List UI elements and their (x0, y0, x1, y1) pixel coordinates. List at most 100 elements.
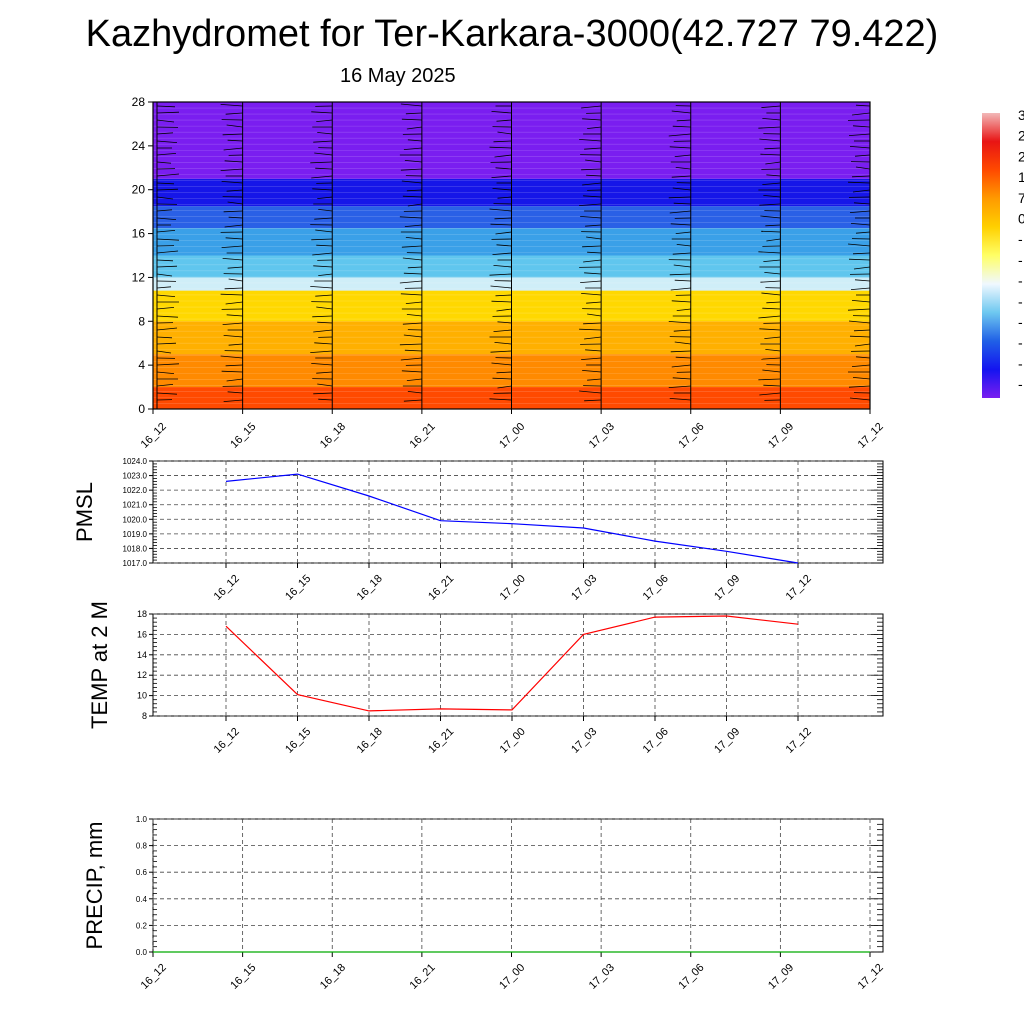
wind-barb (580, 216, 602, 219)
wind-barb (318, 209, 333, 212)
series-line (225, 473, 799, 564)
wind-barb (851, 112, 870, 116)
wind-barb (222, 133, 243, 136)
wind-barb (847, 243, 870, 247)
wind-barb (227, 139, 243, 142)
wind-barb (400, 168, 422, 171)
wind-barb (156, 384, 174, 387)
wind-barb (766, 174, 781, 177)
pmsl-panel: 1017.0 1018.0 1019.0 1020.0 1021.0 1022.0 1023… (72, 457, 884, 603)
wind-barb (490, 285, 512, 289)
wind-barb (156, 315, 179, 318)
wind-barb (489, 273, 512, 276)
wind-barb (220, 104, 243, 107)
wind-barb (586, 236, 602, 240)
x-tick-label: 17_00 (497, 962, 527, 992)
wind-barb (670, 287, 691, 291)
wind-barb (404, 160, 422, 163)
wind-barb (405, 112, 422, 115)
wind-barb (758, 126, 781, 129)
wind-barb (316, 244, 333, 247)
wind-barb (587, 126, 602, 129)
wind-barb (317, 321, 333, 324)
wind-barb (156, 259, 174, 262)
wind-barb (587, 313, 602, 317)
wind-barb (316, 119, 333, 122)
wind-barb (676, 244, 691, 247)
wind-barb (854, 279, 870, 282)
wind-barb (580, 280, 602, 283)
wind-barb (849, 335, 870, 338)
wind-barb (850, 223, 870, 226)
colorbar-label: - (1018, 335, 1023, 351)
cross-section-panel: 0 4 8 12 16 20 24 28 16_12 16_15 16_18 16_21 17_00 17… (132, 95, 886, 451)
wind-barb (765, 161, 781, 165)
wind-barb (223, 210, 243, 213)
wind-barb (669, 398, 691, 401)
colorbar-label: - (1018, 231, 1023, 247)
x-tick-label: 17_12 (856, 421, 886, 451)
wind-barb (407, 203, 422, 207)
wind-barb (587, 251, 602, 254)
wind-barb (318, 398, 333, 401)
wind-barb (493, 265, 512, 268)
wind-barb (763, 384, 781, 387)
y-tick-label: 0.6 (136, 868, 148, 877)
wind-barb (156, 294, 176, 297)
y-tick-label: 24 (132, 139, 146, 153)
wind-barb (671, 364, 691, 368)
chart-subtitle: 16 May 2025 (340, 65, 456, 87)
wind-barb (673, 329, 691, 332)
wind-barb (220, 293, 243, 296)
wind-barb (224, 224, 243, 228)
wind-barb (156, 105, 176, 108)
wind-barb (585, 224, 602, 227)
wind-barb (156, 363, 180, 366)
x-tick-label: 16_18 (355, 573, 385, 603)
y-axis-title: PMSL (72, 482, 97, 542)
wind-barb (587, 378, 602, 381)
wind-barb (156, 350, 172, 354)
wind-barb (400, 293, 422, 296)
y-axis-title: PRECIP, mm (82, 822, 107, 950)
wind-barb (579, 139, 602, 142)
x-tick-label: 16_12 (212, 726, 242, 756)
wind-barb (493, 140, 512, 143)
wind-barb (582, 245, 602, 248)
wind-barb (490, 350, 512, 353)
wind-barb (760, 215, 781, 219)
x-tick-label: 16_18 (318, 962, 348, 992)
y-tick-label: 4 (138, 358, 145, 372)
wind-barb (405, 301, 422, 304)
wind-barb (847, 308, 870, 311)
wind-barb (220, 168, 243, 171)
wind-barb (227, 266, 243, 269)
wind-barb (669, 146, 691, 149)
wind-barb (407, 391, 422, 394)
wind-barb (489, 208, 512, 212)
wind-barb (579, 390, 602, 394)
wind-barb (760, 153, 781, 156)
wind-barb (310, 350, 333, 353)
y-tick-label: 12 (132, 270, 146, 284)
wind-barb (496, 308, 512, 312)
wind-barb (156, 273, 173, 277)
x-tick-label: 17_09 (712, 573, 742, 603)
colorbar-label: - (1018, 376, 1023, 392)
wind-barb (495, 167, 512, 170)
wind-barb (762, 118, 781, 121)
wind-barb (495, 231, 512, 235)
wind-barb (494, 217, 512, 220)
wind-barb (673, 202, 691, 205)
x-tick-label: 16_15 (283, 726, 313, 756)
wind-barb (227, 201, 243, 205)
wind-barb (314, 217, 333, 220)
wind-barb (228, 278, 243, 282)
wind-barb (675, 167, 691, 170)
wind-barb (314, 152, 333, 156)
wind-barb (313, 329, 333, 333)
wind-barb (762, 369, 781, 373)
wind-barb (313, 265, 333, 268)
wind-barb (852, 252, 870, 255)
wind-barb (762, 307, 781, 310)
